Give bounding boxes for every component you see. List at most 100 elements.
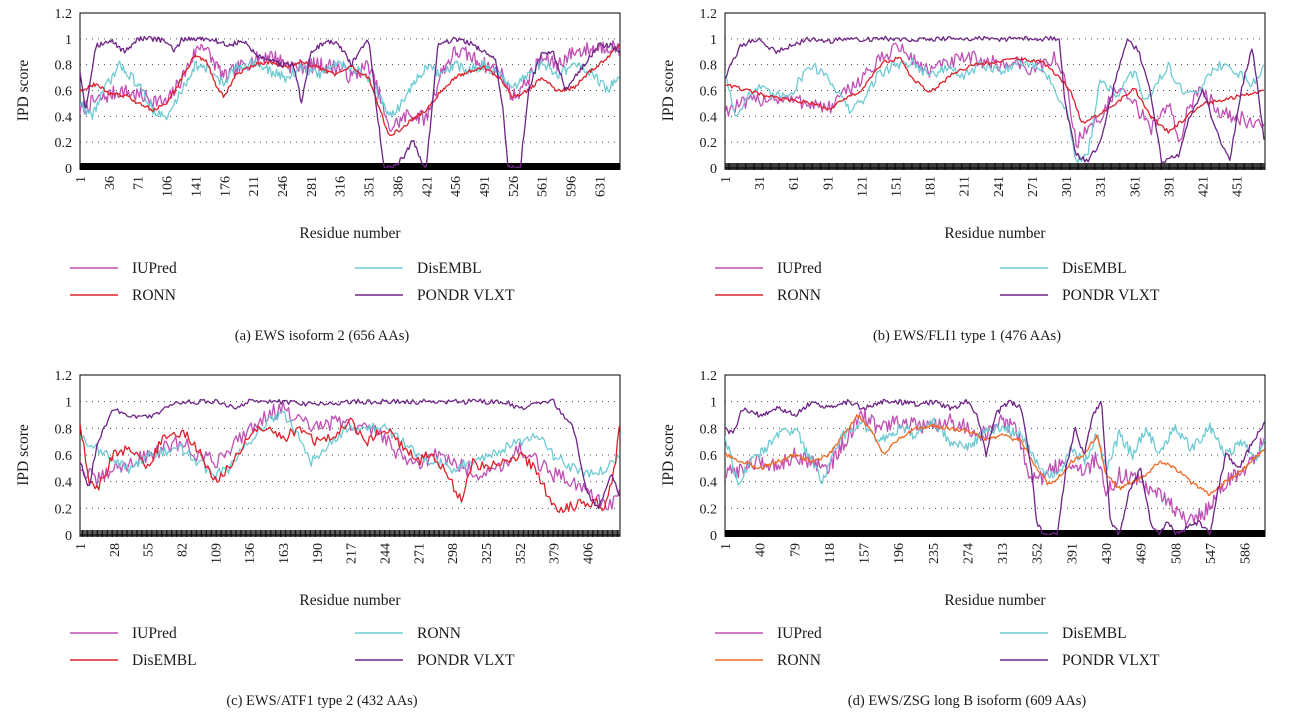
x-tick-label: 176 xyxy=(218,176,233,197)
y-tick-label: 1 xyxy=(65,33,72,48)
series-line-ronn xyxy=(725,414,1265,497)
y-tick-label: 1.2 xyxy=(700,7,718,22)
x-tick-label: 1 xyxy=(719,543,734,550)
series-line-ronn xyxy=(80,410,620,481)
y-tick-label: 1 xyxy=(710,33,717,48)
x-tick-label: 190 xyxy=(311,543,326,564)
legend-label: RONN xyxy=(777,287,821,304)
chart-panel-c: 0 0.2 0.4 0.6 0.8 1 1.2 IPD score 1 28 55 82 109 136 1… xyxy=(0,360,645,720)
x-tick-label: 1 xyxy=(719,176,734,183)
legend-label: PONDR VLXT xyxy=(417,287,515,304)
x-tick-label: 28 xyxy=(108,543,123,557)
y-tick-label: 0.8 xyxy=(700,59,718,74)
x-tick-label: 391 xyxy=(1162,176,1177,197)
y-tick-label: 0.4 xyxy=(700,110,718,125)
x-tick-label: 109 xyxy=(209,543,224,564)
legend-label: PONDR VLXT xyxy=(1062,287,1160,304)
series-line-pondr-vlxt xyxy=(725,35,1265,164)
x-tick-label: 352 xyxy=(514,543,529,564)
legend-label: PONDR VLXT xyxy=(1062,652,1160,669)
series-line-iupred xyxy=(725,42,1265,149)
y-axis-label: IPD score xyxy=(660,424,677,486)
legend-label: DisEMBL xyxy=(417,260,482,277)
x-tick-label: 157 xyxy=(858,543,873,564)
x-tick-label: 351 xyxy=(363,176,378,197)
x-tick-label: 352 xyxy=(1031,543,1046,564)
x-axis-label: Residue number xyxy=(944,225,1046,242)
x-tick-label: 281 xyxy=(305,176,320,197)
y-tick-label: 1.2 xyxy=(55,369,73,384)
y-tick-label: 0.6 xyxy=(700,449,718,464)
x-tick-label: 301 xyxy=(1060,176,1075,197)
x-tick-label: 586 xyxy=(1239,543,1254,564)
y-tick-label: 1 xyxy=(710,396,717,411)
x-tick-label: 379 xyxy=(548,543,563,564)
y-tick-label: 1.2 xyxy=(700,369,718,384)
x-tick-label: 151 xyxy=(890,176,905,197)
series-line-disembl xyxy=(80,417,620,514)
y-tick-label: 0.6 xyxy=(55,85,73,100)
x-tick-label: 82 xyxy=(175,543,190,557)
x-tick-label: 271 xyxy=(1026,176,1041,197)
legend-label: DisEMBL xyxy=(132,652,197,669)
y-tick-label: 0.8 xyxy=(700,422,718,437)
series-line-pondr-vlxt xyxy=(725,398,1265,535)
legend-label: DisEMBL xyxy=(1062,625,1127,642)
chart-svg: 0 0.2 0.4 0.6 0.8 1 1.2 IPD score 1 40 79 118 157 196… xyxy=(660,369,1266,709)
x-tick-label: 430 xyxy=(1100,543,1115,564)
y-tick-label: 0.4 xyxy=(700,476,718,491)
x-tick-label: 391 xyxy=(1065,543,1080,564)
series-line-iupred xyxy=(725,409,1265,527)
y-tick-label: 0.8 xyxy=(55,422,73,437)
x-tick-label: 491 xyxy=(478,176,493,197)
legend-label: RONN xyxy=(417,625,461,642)
x-tick-label: 631 xyxy=(593,176,608,197)
x-tick-label: 235 xyxy=(927,543,942,564)
series-line-iupred xyxy=(80,40,620,133)
x-tick-label: 561 xyxy=(536,176,551,197)
legend-label: IUPred xyxy=(132,260,177,277)
x-tick-label: 469 xyxy=(1135,543,1150,564)
x-axis-minor-ticks xyxy=(79,530,621,537)
x-tick-label: 141 xyxy=(189,176,204,197)
chart-panel-d: 0 0.2 0.4 0.6 0.8 1 1.2 IPD score 1 40 79 118 157 196… xyxy=(645,360,1290,720)
legend-label: RONN xyxy=(132,287,176,304)
x-tick-label: 508 xyxy=(1169,543,1184,564)
legend-label: DisEMBL xyxy=(1062,260,1127,277)
x-tick-label: 456 xyxy=(449,176,464,197)
series-line-disembl xyxy=(725,417,1265,486)
x-tick-label: 1 xyxy=(74,176,89,183)
x-axis-label: Residue number xyxy=(299,225,401,242)
x-tick-label: 40 xyxy=(754,543,769,557)
x-tick-label: 31 xyxy=(753,176,768,190)
y-tick-label: 0 xyxy=(65,529,72,544)
series-line-disembl xyxy=(725,57,1265,164)
x-tick-label: 331 xyxy=(1094,176,1109,197)
x-tick-label: 316 xyxy=(334,176,349,197)
x-tick-label: 298 xyxy=(446,543,461,564)
series-line-iupred xyxy=(80,400,620,511)
x-tick-label: 211 xyxy=(958,176,973,196)
x-tick-label: 79 xyxy=(788,543,803,557)
x-tick-label: 55 xyxy=(142,543,157,557)
x-axis-label: Residue number xyxy=(299,592,401,609)
chart-panel-a: 0 0.2 0.4 0.6 0.8 1 1.2 IPD score 1 36 71 106 141 176… xyxy=(0,0,645,360)
legend-label: PONDR VLXT xyxy=(417,652,515,669)
panel-caption: (c) EWS/ATF1 type 2 (432 AAs) xyxy=(226,693,417,709)
x-tick-label: 313 xyxy=(996,543,1011,564)
x-tick-label: 1 xyxy=(74,543,89,550)
x-tick-label: 325 xyxy=(480,543,495,564)
x-tick-label: 217 xyxy=(345,543,360,564)
x-tick-label: 121 xyxy=(855,176,870,197)
x-tick-label: 136 xyxy=(243,543,258,564)
x-tick-label: 196 xyxy=(892,543,907,564)
y-tick-label: 0 xyxy=(710,162,717,177)
x-tick-label: 547 xyxy=(1204,543,1219,564)
x-tick-label: 181 xyxy=(924,176,939,197)
legend-label: IUPred xyxy=(777,625,822,642)
x-tick-label: 421 xyxy=(1196,176,1211,197)
panel-caption: (d) EWS/ZSG long B isoform (609 AAs) xyxy=(848,693,1087,709)
x-tick-label: 211 xyxy=(247,176,262,196)
y-tick-label: 0 xyxy=(710,529,717,544)
y-tick-label: 0.8 xyxy=(55,59,73,74)
